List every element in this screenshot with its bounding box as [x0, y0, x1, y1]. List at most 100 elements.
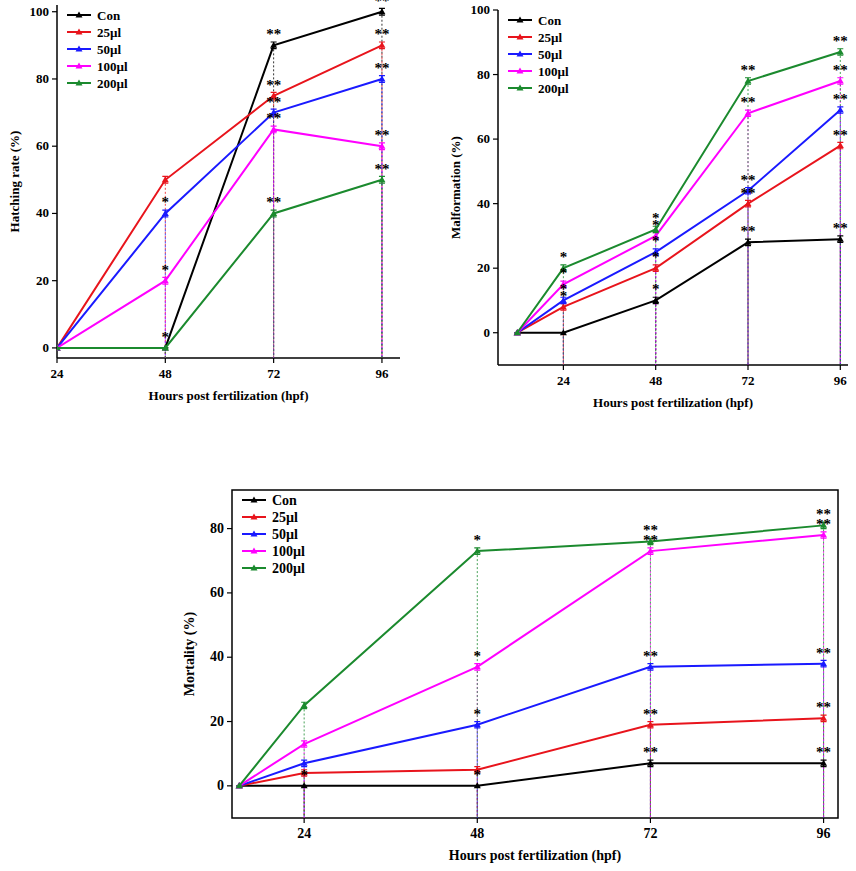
- plot-data: [236, 522, 827, 818]
- legend-label: 50µl: [272, 527, 298, 542]
- legend-marker: [251, 565, 258, 571]
- error-bar: [379, 76, 385, 83]
- error-bar: [379, 42, 385, 49]
- error-bar: [647, 722, 653, 728]
- significance-star: **: [741, 62, 756, 78]
- significance-labels: *************************: [300, 506, 831, 782]
- y-axis-line: [56, 5, 58, 358]
- y-tick-label: 80: [36, 71, 49, 86]
- drop-line: [381, 180, 382, 358]
- legend-marker: [76, 29, 83, 35]
- x-tick-label: 96: [375, 366, 389, 381]
- y-tick: [493, 203, 498, 204]
- significance-star: *: [652, 210, 660, 226]
- x-tick: [563, 365, 564, 370]
- y-tick: [52, 146, 57, 147]
- series-line: [57, 129, 382, 348]
- error-bar: [379, 8, 385, 15]
- point-marker: [647, 548, 654, 554]
- point-marker: [837, 236, 844, 242]
- error-bar: [647, 760, 653, 766]
- significance-star: *: [474, 532, 482, 548]
- point-marker: [162, 277, 169, 283]
- x-tick-label: 96: [834, 373, 848, 388]
- drop-line: [273, 129, 274, 358]
- significance-star: **: [266, 26, 281, 42]
- significance-star: *: [652, 249, 660, 265]
- legend-label: Con: [97, 8, 121, 23]
- series-line: [517, 52, 840, 333]
- series-line: [57, 79, 382, 348]
- point-marker: [837, 48, 844, 54]
- error-bar: [745, 78, 751, 84]
- legend-label: 200µl: [538, 81, 569, 96]
- error-bar: [560, 304, 566, 310]
- legend-label: Con: [272, 493, 297, 508]
- point-marker: [57, 344, 61, 350]
- legend-marker: [76, 80, 83, 86]
- drop-line: [273, 113, 274, 358]
- legend-label: 100µl: [272, 544, 305, 559]
- significance-star: *: [560, 265, 568, 281]
- significance-star: **: [374, 127, 389, 143]
- error-bar: [301, 741, 307, 747]
- point-marker: [270, 42, 277, 48]
- legend-label: 50µl: [538, 47, 562, 62]
- y-tick-label: 40: [477, 196, 490, 211]
- series-line: [239, 525, 823, 785]
- error-bar: [379, 176, 385, 183]
- significance-star: *: [474, 648, 482, 664]
- x-tick: [56, 358, 57, 363]
- error-bar: [821, 715, 827, 721]
- series-line: [239, 763, 823, 786]
- x-tick: [650, 818, 651, 823]
- y-tick: [493, 74, 498, 75]
- legend-marker: [517, 68, 524, 74]
- drop-line: [273, 213, 274, 358]
- x-tick-label: 72: [643, 826, 657, 841]
- series-line: [239, 535, 823, 786]
- point-marker: [745, 239, 752, 245]
- significance-star: **: [833, 220, 848, 236]
- series-line: [517, 81, 840, 333]
- y-tick: [52, 280, 57, 281]
- legend-label: 25µl: [538, 30, 562, 45]
- x-tick-label: 24: [557, 373, 571, 388]
- error-bar: [745, 110, 751, 116]
- point-marker: [57, 344, 61, 350]
- drop-line: [381, 45, 382, 358]
- error-bar: [379, 143, 385, 150]
- y-tick-label: 60: [210, 585, 224, 600]
- legend-marker: [76, 12, 83, 18]
- significance-star: **: [266, 110, 281, 126]
- y-tick: [227, 721, 232, 722]
- x-tick: [747, 365, 748, 370]
- error-bar: [271, 210, 277, 217]
- figure: 02040608010024487296Hours post fertiliza…: [0, 0, 856, 871]
- x-axis-line: [57, 357, 400, 359]
- legend-marker: [517, 85, 524, 91]
- x-tick-label: 72: [267, 366, 280, 381]
- error-bar: [474, 664, 480, 670]
- error-bar: [271, 126, 277, 133]
- legend-marker: [76, 63, 83, 69]
- significance-star: **: [643, 706, 658, 722]
- y-tick-label: 80: [477, 67, 490, 82]
- drop-line: [273, 96, 274, 358]
- error-bar: [745, 239, 751, 245]
- legend-label: 25µl: [97, 25, 121, 40]
- x-axis-title: Hours post fertilization (hpf): [593, 395, 753, 410]
- error-bar: [647, 664, 653, 670]
- error-bar: [821, 660, 827, 666]
- y-tick: [52, 347, 57, 348]
- x-tick-label: 48: [470, 826, 484, 841]
- point-marker: [162, 176, 169, 182]
- significance-star: *: [300, 767, 308, 783]
- point-marker: [378, 143, 385, 149]
- error-bar: [837, 107, 843, 113]
- error-bar: [821, 760, 827, 766]
- y-tick-label: 0: [217, 778, 224, 793]
- point-marker: [474, 663, 481, 669]
- legend: Con25µl50µl100µl200µl: [67, 8, 128, 91]
- point-marker: [378, 176, 385, 182]
